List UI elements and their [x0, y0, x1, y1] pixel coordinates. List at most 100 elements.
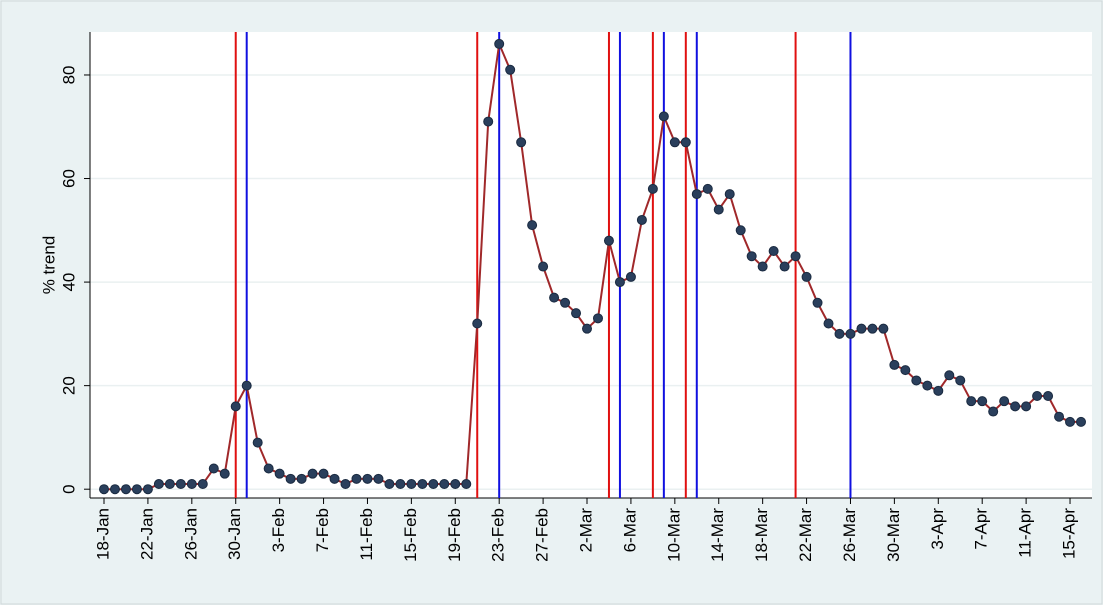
data-point — [867, 323, 878, 334]
x-tick-label: 11-Apr — [1016, 508, 1035, 558]
y-tick-label: 0 — [59, 484, 78, 493]
y-tick-label: 80 — [59, 66, 78, 85]
data-point — [296, 473, 307, 484]
data-point — [329, 473, 340, 484]
x-tick-label: 22-Mar — [796, 508, 815, 562]
data-point — [889, 359, 900, 370]
data-point — [439, 479, 450, 490]
data-point — [944, 370, 955, 381]
data-point — [658, 111, 669, 122]
data-point — [406, 479, 417, 490]
data-point — [505, 64, 516, 75]
data-point — [911, 375, 922, 386]
data-point — [285, 473, 296, 484]
y-axis-label: % trend — [39, 236, 58, 295]
x-tick-label: 10-Mar — [664, 508, 683, 562]
data-point — [812, 297, 823, 308]
data-point — [724, 189, 735, 200]
x-tick-label: 3-Feb — [269, 508, 288, 552]
data-point — [384, 479, 395, 490]
data-point — [340, 479, 351, 490]
data-point — [933, 385, 944, 396]
data-point — [142, 484, 153, 495]
x-tick-label: 23-Feb — [489, 508, 508, 562]
data-point — [691, 189, 702, 200]
data-point — [527, 220, 538, 231]
data-point — [922, 380, 933, 391]
data-point — [625, 271, 636, 282]
data-point — [362, 473, 373, 484]
y-tick-label: 40 — [59, 273, 78, 292]
data-point — [614, 277, 625, 288]
data-point — [582, 323, 593, 334]
data-point — [1054, 411, 1065, 422]
data-point — [274, 468, 285, 479]
data-point — [153, 479, 164, 490]
data-point — [186, 479, 197, 490]
data-point — [208, 463, 219, 474]
data-point — [856, 323, 867, 334]
data-point — [560, 297, 571, 308]
data-point — [1032, 390, 1043, 401]
data-point — [1010, 401, 1021, 412]
data-point — [516, 137, 527, 148]
data-point — [977, 396, 988, 407]
data-point — [373, 473, 384, 484]
data-point — [351, 473, 362, 484]
data-point — [1021, 401, 1032, 412]
data-point — [999, 396, 1010, 407]
x-tick-label: 15-Feb — [401, 508, 420, 562]
data-point — [680, 137, 691, 148]
data-point — [603, 235, 614, 246]
data-point — [307, 468, 318, 479]
data-point — [746, 251, 757, 262]
data-point — [197, 479, 208, 490]
y-tick-label: 60 — [59, 169, 78, 188]
x-tick-label: 26-Mar — [840, 508, 859, 562]
data-point — [549, 292, 560, 303]
data-point — [647, 183, 658, 194]
x-tick-label: 19-Feb — [445, 508, 464, 562]
data-point — [417, 479, 428, 490]
data-point — [779, 261, 790, 272]
data-point — [955, 375, 966, 386]
data-point — [966, 396, 977, 407]
data-point — [428, 479, 439, 490]
x-tick-label: 2-Mar — [576, 508, 595, 553]
x-tick-label: 22-Jan — [137, 508, 156, 560]
x-tick-label: 26-Jan — [181, 508, 200, 560]
data-point — [757, 261, 768, 272]
data-point — [263, 463, 274, 474]
data-point — [735, 225, 746, 236]
data-point — [252, 437, 263, 448]
data-point — [450, 479, 461, 490]
data-point — [669, 137, 680, 148]
plot-area — [90, 32, 1092, 498]
data-point — [713, 204, 724, 215]
x-tick-label: 3-Apr — [928, 508, 947, 550]
data-point — [1065, 416, 1076, 427]
data-point — [483, 116, 494, 127]
data-point — [801, 271, 812, 282]
data-point — [988, 406, 999, 417]
data-point — [219, 468, 230, 479]
x-tick-label: 18-Jan — [93, 508, 112, 560]
data-point — [1043, 390, 1054, 401]
data-point — [472, 318, 483, 329]
y-tick-label: 20 — [59, 376, 78, 395]
data-point — [99, 484, 109, 495]
data-point — [768, 246, 779, 257]
data-point — [1076, 416, 1086, 427]
data-point — [164, 479, 175, 490]
data-point — [318, 468, 329, 479]
data-point — [230, 401, 241, 412]
data-point — [823, 318, 834, 329]
data-point — [790, 251, 801, 262]
x-tick-label: 11-Feb — [357, 508, 376, 561]
data-point — [538, 261, 549, 272]
x-tick-label: 7-Feb — [313, 508, 332, 552]
data-point — [900, 365, 911, 376]
data-point — [241, 380, 252, 391]
data-point — [395, 479, 406, 490]
